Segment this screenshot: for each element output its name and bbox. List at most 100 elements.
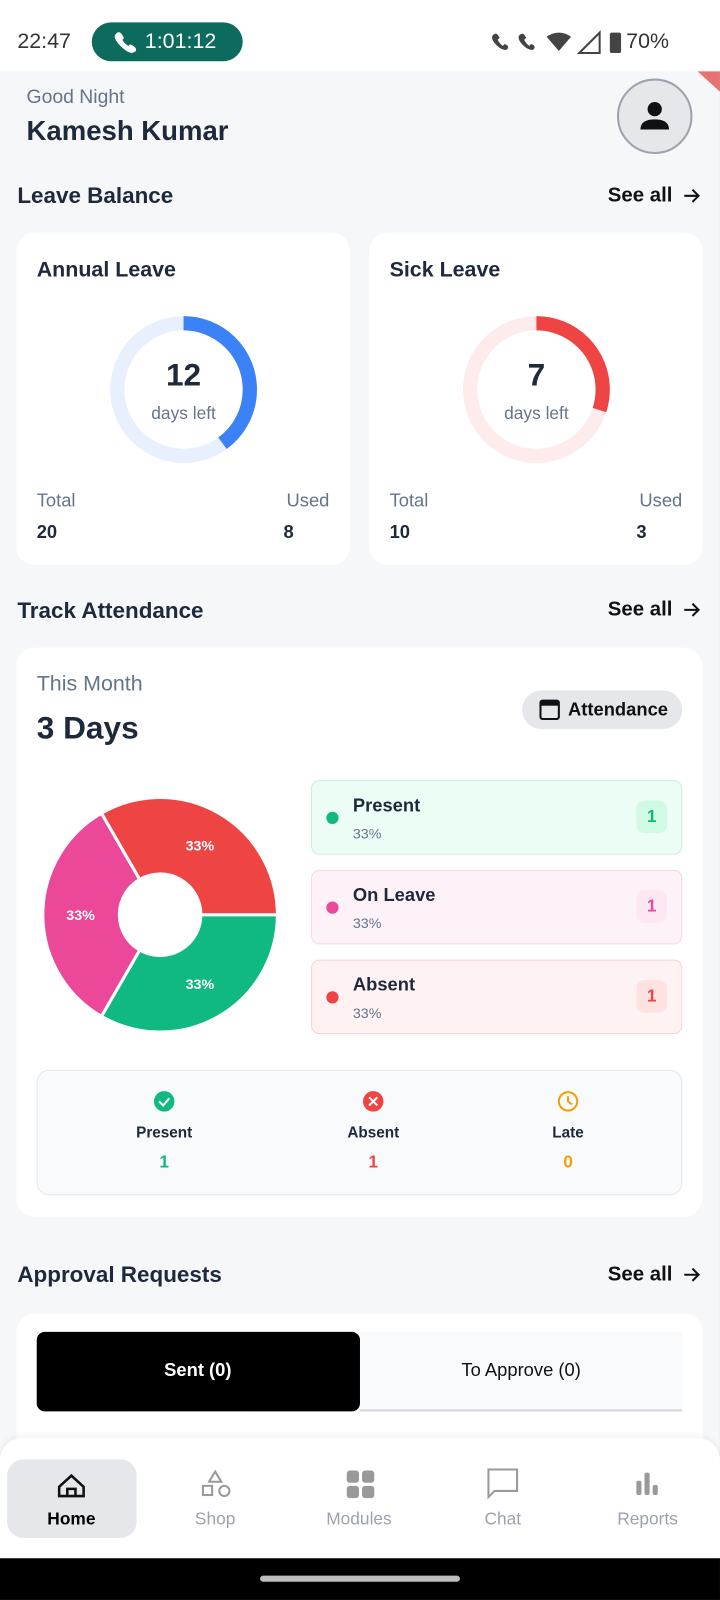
phone-icon	[114, 32, 137, 53]
greeting: Good Night	[26, 86, 125, 109]
nav-icon-shop	[207, 1469, 224, 1483]
user-name: Kamesh Kumar	[26, 115, 229, 147]
pie-label: 33%	[66, 906, 95, 923]
see-all[interactable]: See all	[607, 1263, 673, 1286]
legend-percent: 33%	[352, 914, 382, 932]
summary-label: Absent	[347, 1124, 400, 1142]
legend-item	[311, 780, 683, 855]
x-mark	[368, 1096, 379, 1107]
nav-icon-home	[57, 1473, 85, 1498]
pie-slice	[99, 795, 279, 917]
corner-accent	[697, 71, 720, 92]
nav-icon-modules	[346, 1485, 359, 1499]
total-label: Total	[389, 490, 429, 511]
section-title: Leave Balance	[17, 182, 174, 209]
arrow-icon	[684, 188, 701, 203]
call-icons	[492, 33, 535, 50]
attendance-button[interactable]	[522, 690, 683, 730]
total-label: Total	[36, 490, 76, 511]
count-badge	[636, 890, 667, 923]
nav-icon-reports	[644, 1472, 650, 1496]
see-all[interactable]: See all	[607, 598, 673, 621]
battery-icon	[609, 32, 622, 54]
call-timer: 1:01:12	[144, 29, 217, 54]
used-label: Used	[639, 490, 683, 511]
nav-label[interactable]: Shop	[194, 1509, 236, 1529]
nav-home-highlight	[7, 1459, 137, 1538]
nav-icon-shop	[201, 1484, 214, 1497]
legend-count: 1	[646, 986, 657, 1006]
clock-hands	[567, 1096, 573, 1106]
summary-value: 1	[159, 1152, 170, 1172]
count-badge	[636, 800, 667, 834]
donut-arc	[462, 316, 610, 463]
summary-icon	[153, 1091, 175, 1112]
pie-label: 33%	[185, 975, 215, 992]
summary-label: Present	[136, 1124, 193, 1142]
section-title: Track Attendance	[17, 597, 204, 624]
legend-count: 1	[646, 806, 657, 827]
attendance-button-label: Attendance	[568, 699, 668, 720]
leave-card	[369, 232, 703, 565]
arrow-icon	[684, 603, 701, 617]
avatar-body	[640, 119, 669, 130]
summary-value: 0	[563, 1152, 573, 1172]
summary-value: 1	[368, 1152, 379, 1172]
leave-card	[16, 232, 350, 565]
summary-icon	[557, 1091, 579, 1112]
nav-icon-modules	[362, 1485, 375, 1499]
used-label: Used	[286, 490, 330, 511]
nav-label[interactable]: Home	[47, 1509, 96, 1529]
days-count: 3 Days	[36, 709, 139, 746]
legend-percent: 33%	[352, 1004, 382, 1021]
nav-label[interactable]: Reports	[617, 1509, 678, 1529]
period-label: This Month	[36, 672, 143, 696]
leave-title: Sick Leave	[389, 258, 501, 282]
pie-slice	[99, 913, 279, 1034]
leave-title: Annual Leave	[36, 258, 176, 282]
days-left-label: days left	[504, 403, 569, 424]
see-all[interactable]: See all	[607, 184, 673, 207]
pie-label: 33%	[185, 837, 215, 855]
legend-item	[311, 869, 683, 945]
tab-to-approve[interactable]	[359, 1331, 683, 1412]
section-title: Approval Requests	[17, 1261, 222, 1287]
calendar-icon-top	[540, 700, 559, 706]
summary-label: Late	[552, 1124, 584, 1142]
tab-label[interactable]: Sent (0)	[164, 1359, 232, 1381]
arrow-icon	[684, 1267, 701, 1282]
used-value: 8	[283, 521, 294, 543]
legend-dot	[326, 811, 339, 824]
nav-icon-chat	[487, 1468, 519, 1500]
home-indicator	[260, 1575, 460, 1582]
legend-name: Absent	[352, 974, 416, 995]
used-value: 3	[636, 521, 647, 543]
total-value: 20	[36, 521, 58, 543]
nav-icon-reports	[636, 1480, 642, 1496]
legend-dot	[326, 991, 339, 1004]
tab-label[interactable]: To Approve (0)	[461, 1359, 581, 1381]
nav-icon-modules	[362, 1470, 375, 1483]
check-mark	[158, 1097, 171, 1107]
days-left-label: days left	[151, 403, 216, 424]
days-left-value: 7	[527, 356, 546, 393]
count-badge	[636, 980, 667, 1013]
legend-name: On Leave	[352, 884, 436, 906]
days-left-value: 12	[165, 356, 202, 393]
legend-name: Present	[352, 794, 421, 816]
total-value: 10	[389, 521, 410, 543]
legend-dot	[326, 901, 339, 914]
pie-slice	[41, 811, 142, 1019]
nav-label[interactable]: Modules	[326, 1509, 392, 1529]
tab-sent[interactable]	[36, 1331, 360, 1412]
signal-icon	[576, 30, 601, 55]
nav-icon-modules	[346, 1470, 359, 1483]
nav-icon-reports	[652, 1484, 658, 1496]
legend-percent: 33%	[352, 825, 382, 842]
nav-label[interactable]: Chat	[484, 1509, 522, 1529]
wifi-icon	[546, 32, 572, 51]
summary-box	[36, 1069, 683, 1196]
battery-level: 70%	[626, 29, 670, 54]
